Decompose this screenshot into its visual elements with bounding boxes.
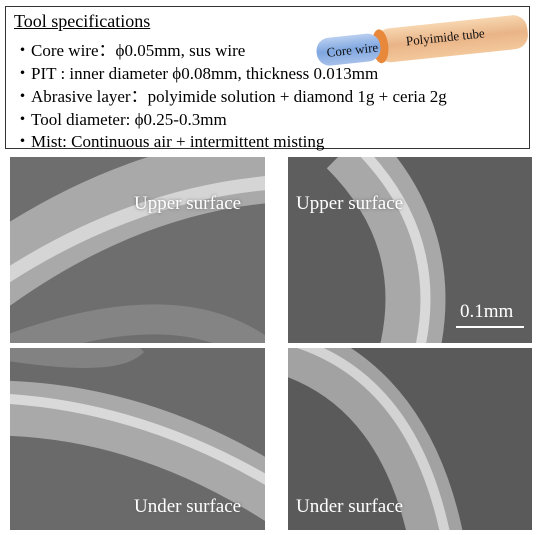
spec-title: Tool specifications — [14, 11, 150, 32]
figure: Tool specifications ・Core wire：ϕ0.05mm, … — [0, 0, 539, 535]
spec-item: ・Mist: Continuous air + intermittent mis… — [14, 127, 324, 152]
sem-image: Upper surface 0.1mm — [288, 157, 532, 343]
sem-image: Upper surface — [10, 157, 265, 343]
spec-item: ・Core wire：ϕ0.05mm, sus wire — [14, 36, 245, 61]
sem-image: Under surface — [288, 348, 532, 530]
sem-image: Under surface — [10, 348, 265, 530]
tube-diagram: Core wire Polyimide tube — [306, 11, 536, 67]
image-label: Under surface — [134, 496, 241, 518]
spec-item: ・Abrasive layer：polyimide solution + dia… — [14, 82, 447, 107]
image-label: Upper surface — [134, 193, 241, 215]
image-label: Under surface — [296, 496, 403, 518]
image-label: Upper surface — [296, 193, 403, 215]
spec-box: Tool specifications ・Core wire：ϕ0.05mm, … — [5, 6, 530, 149]
scale-bar-label: 0.1mm — [460, 301, 513, 323]
